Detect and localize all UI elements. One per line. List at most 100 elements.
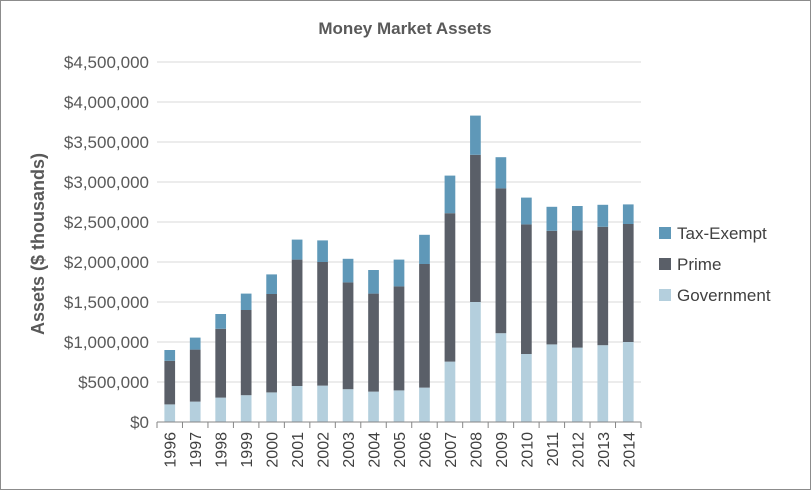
bar-government-1999: [240, 395, 252, 422]
x-tick-label: 2014: [621, 432, 638, 468]
bar-government-2001: [291, 386, 303, 422]
bar-prime-2002: [317, 262, 328, 386]
y-tick-label: $0: [130, 413, 149, 432]
x-tick-label: 2011: [545, 432, 562, 467]
bar-prime-1998: [215, 328, 227, 398]
x-tick-label: 2012: [570, 432, 587, 468]
x-tick-label: 1999: [239, 432, 256, 468]
bar-government-2002: [317, 385, 328, 422]
y-axis-ticks: $0 $500,000 $1,000,000 $1,500,000 $2,000,000…: [64, 53, 149, 432]
bar-tax-exempt-1996: [164, 350, 176, 361]
legend-label: Prime: [677, 255, 721, 274]
x-tick-label: 1998: [214, 432, 231, 468]
x-tick-label: 2001: [290, 432, 307, 468]
bar-government-1997: [189, 401, 201, 422]
bar-prime-1996: [164, 360, 176, 405]
bar-government-2010: [521, 354, 532, 422]
legend-label: Government: [677, 286, 771, 305]
y-tick-label: $2,000,000: [64, 253, 149, 272]
bar-prime-2009: [495, 188, 507, 334]
y-axis-label: Assets ($ thousands): [28, 153, 48, 335]
bar-tax-exempt-2000: [266, 274, 277, 294]
bar-prime-2007: [444, 213, 456, 362]
legend-swatch-government: [659, 289, 671, 301]
x-tick-label: 2008: [468, 432, 485, 468]
bar-tax-exempt-2005: [393, 259, 405, 287]
bar-government-1996: [164, 404, 176, 422]
bar-tax-exempt-2014: [622, 204, 634, 224]
bar-government-2011: [546, 344, 558, 422]
x-tick-label: 2009: [494, 432, 511, 468]
bar-tax-exempt-2003: [342, 258, 354, 283]
bar-government-2007: [444, 361, 456, 422]
y-tick-label: $3,500,000: [64, 133, 149, 152]
bar-prime-1999: [240, 310, 252, 396]
bars: [164, 115, 634, 422]
x-tick-label: 1996: [163, 432, 180, 468]
bar-government-2003: [342, 389, 354, 422]
bar-government-1998: [215, 397, 227, 422]
x-tick-label: 2010: [519, 432, 536, 468]
bar-prime-2014: [622, 224, 634, 342]
gridlines: [157, 61, 641, 383]
bar-tax-exempt-2002: [317, 240, 328, 262]
y-tick-label: $2,500,000: [64, 213, 149, 232]
bar-tax-exempt-2007: [444, 175, 456, 214]
bar-prime-1997: [189, 349, 201, 402]
bar-tax-exempt-2001: [291, 239, 303, 260]
bar-tax-exempt-2006: [419, 234, 430, 264]
bar-government-2008: [470, 302, 481, 422]
bar-government-2006: [419, 387, 430, 422]
y-tick-label: $500,000: [78, 373, 149, 392]
bar-tax-exempt-1999: [240, 293, 252, 310]
bar-prime-2001: [291, 259, 303, 386]
y-tick-label: $1,000,000: [64, 333, 149, 352]
bar-tax-exempt-2012: [571, 206, 583, 231]
x-tick-label: 2000: [265, 432, 282, 468]
x-tick-label: 2003: [341, 432, 358, 468]
bar-prime-2013: [597, 226, 609, 346]
legend-label: Tax-Exempt: [677, 224, 767, 243]
bar-government-2005: [393, 390, 405, 422]
bar-prime-2006: [419, 264, 430, 388]
bar-tax-exempt-1998: [215, 314, 227, 329]
x-tick-label: 2013: [596, 432, 613, 468]
y-tick-label: $4,500,000: [64, 53, 149, 72]
y-tick-label: $4,000,000: [64, 93, 149, 112]
bar-prime-2010: [521, 224, 532, 354]
bar-tax-exempt-2008: [470, 115, 481, 155]
bar-government-2009: [495, 333, 507, 422]
legend-swatch-prime: [659, 258, 671, 270]
bar-government-2012: [571, 347, 583, 422]
bar-prime-2008: [470, 154, 481, 302]
y-tick-label: $3,000,000: [64, 173, 149, 192]
x-tick-label: 2006: [417, 432, 434, 468]
x-tick-label: 1997: [188, 432, 205, 468]
x-tick-label: 2004: [367, 432, 384, 468]
bar-tax-exempt-2004: [368, 270, 379, 294]
bar-prime-2011: [546, 230, 558, 345]
bar-government-2000: [266, 392, 277, 422]
x-tick-label: 2002: [316, 432, 333, 468]
bar-tax-exempt-2011: [546, 206, 558, 231]
legend: Tax-Exempt Prime Government: [659, 224, 771, 305]
bar-prime-2004: [368, 293, 379, 392]
chart-title: Money Market Assets: [318, 19, 491, 38]
bar-government-2013: [597, 345, 609, 422]
bar-government-2014: [622, 342, 634, 422]
bar-tax-exempt-1997: [189, 337, 201, 350]
bar-tax-exempt-2009: [495, 157, 507, 189]
bar-prime-2005: [393, 286, 405, 391]
bar-prime-2012: [571, 230, 583, 348]
x-tick-label: 2007: [443, 432, 460, 468]
bar-prime-2003: [342, 282, 354, 390]
x-axis: 1996 1997 1998 1999 2000 2001 2002 2003 2004 2005…: [156, 421, 642, 468]
bar-government-2004: [368, 391, 379, 422]
bar-tax-exempt-2013: [597, 204, 609, 227]
x-tick-label: 2005: [392, 432, 409, 468]
bar-prime-2000: [266, 294, 277, 393]
bar-tax-exempt-2010: [521, 197, 532, 225]
legend-swatch-tax-exempt: [659, 227, 671, 239]
